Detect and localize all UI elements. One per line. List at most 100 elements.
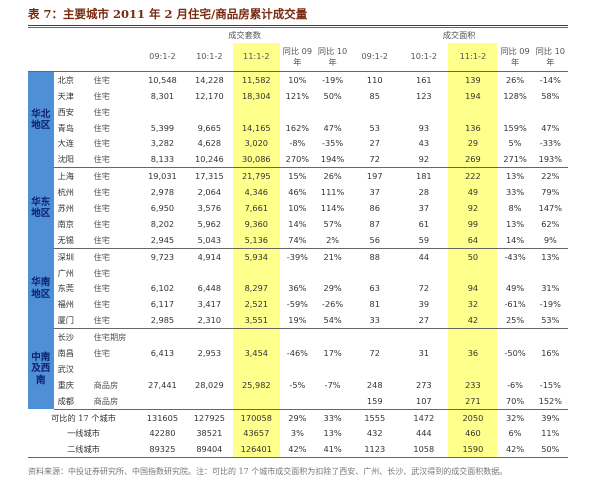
value-cell — [139, 104, 186, 120]
value-cell: 8,202 — [150, 218, 175, 229]
col-header: 09:1-2 — [138, 43, 186, 72]
value-cell: 14% — [288, 218, 307, 229]
value-cell: -15% — [539, 379, 561, 390]
value-cell: 5,399 — [150, 122, 175, 133]
title-divider — [28, 25, 568, 26]
property-type: 住宅 — [93, 138, 110, 149]
value-cell: 21% — [323, 251, 342, 262]
city-name: 广州 — [57, 267, 74, 278]
value-cell: -19% — [322, 74, 344, 85]
value-cell: 38521 — [196, 428, 223, 439]
value-cell: 27 — [399, 312, 449, 330]
value-cell: 2,310 — [185, 312, 233, 330]
value-cell: 233 — [448, 376, 498, 393]
value-cell: 194% — [314, 151, 351, 169]
value-cell: -26% — [322, 299, 344, 310]
value-cell: 89325 — [138, 441, 186, 459]
value-cell: 94 — [448, 280, 498, 297]
table-row: 华南地区 深圳 住宅 9,723 4,914 5,934 -39% 21% 88 44 50 -43%… — [28, 248, 568, 329]
value-cell: 37 — [369, 187, 380, 198]
summary-label: 可比的 17 个城市 — [51, 412, 116, 423]
value-cell — [497, 329, 532, 345]
value-cell: 126401 — [232, 441, 280, 459]
table-row: 天津 住宅 8,301 12,170 18,304 121% 50% 85 123 194 128%… — [28, 87, 568, 104]
value-cell — [315, 265, 350, 281]
value-cell: 9% — [532, 231, 568, 249]
value-cell — [186, 329, 233, 345]
table-row: 西安 住宅 — [28, 103, 568, 120]
value-cell: 22% — [541, 171, 560, 182]
value-cell — [533, 329, 568, 345]
table-row: 无锡 住宅 2,945 5,043 5,136 74% 2% 56 59 64 14% 9% — [28, 231, 568, 249]
table-row: 武汉 — [28, 361, 568, 377]
value-cell: -5% — [289, 379, 306, 390]
value-cell: -6% — [507, 379, 524, 390]
table-row: 杭州 住宅 2,978 2,064 4,346 46% 111% 37 28 49 33% 79% — [28, 184, 568, 201]
value-cell: 248 — [366, 379, 383, 390]
value-cell: 64 — [448, 231, 498, 249]
region-label: 华南地区 — [28, 248, 54, 329]
value-cell — [232, 392, 280, 410]
value-cell — [138, 392, 186, 410]
col-header: 同比 09 年 — [497, 43, 533, 72]
value-cell — [399, 329, 448, 345]
property-type: 住宅 — [85, 312, 139, 330]
value-cell: 27 — [369, 138, 380, 149]
value-cell — [280, 104, 315, 120]
value-cell: -50% — [504, 347, 526, 358]
property-type — [86, 361, 139, 377]
value-cell: 49 — [448, 184, 498, 201]
value-cell: -39% — [286, 251, 308, 262]
table-row: 成都 商品房 159 107 271 70% 152% — [28, 392, 568, 410]
value-cell: -61% — [504, 299, 526, 310]
value-cell — [533, 361, 568, 377]
value-cell: 6,448 — [197, 283, 222, 294]
value-cell — [350, 361, 399, 377]
value-cell: 89404 — [185, 441, 233, 459]
value-cell: 193% — [532, 151, 568, 169]
value-cell: 10,548 — [148, 74, 177, 85]
value-cell: 26% — [323, 171, 342, 182]
value-cell — [186, 265, 233, 281]
value-cell: 59 — [399, 231, 449, 249]
value-cell: 26% — [505, 74, 525, 85]
value-cell: -14% — [539, 74, 561, 85]
value-cell: 2,978 — [150, 187, 175, 198]
value-cell: 39% — [541, 412, 560, 423]
table-row: 大连 住宅 3,282 4,628 3,020 -8% -35% 27 43 29 5% -33% — [28, 135, 568, 152]
value-cell: 53 — [369, 122, 380, 133]
value-cell: 1590 — [448, 441, 498, 459]
value-cell: -33% — [539, 138, 561, 149]
value-cell: 14,228 — [195, 74, 224, 85]
value-cell: 19,031 — [148, 171, 177, 182]
value-cell: 42% — [497, 441, 533, 459]
value-cell: 99 — [448, 216, 498, 232]
value-cell: -46% — [286, 347, 308, 358]
value-cell — [448, 328, 498, 346]
value-cell: 58% — [541, 90, 560, 101]
value-cell: 11% — [541, 428, 560, 439]
value-cell: 37 — [418, 202, 430, 213]
value-cell — [232, 328, 280, 346]
value-cell: -59% — [286, 299, 308, 310]
value-cell: 4,914 — [197, 251, 222, 262]
value-cell — [315, 361, 350, 377]
city-name: 天津 — [57, 90, 74, 101]
city-name: 南昌 — [57, 347, 74, 358]
value-cell: 170058 — [232, 409, 280, 426]
value-cell — [399, 361, 448, 377]
value-cell: -8% — [289, 138, 306, 149]
value-cell: 3,020 — [232, 135, 280, 152]
city-name: 沈阳 — [53, 151, 86, 169]
property-type: 住宅 — [93, 74, 110, 85]
value-cell: 29% — [288, 412, 307, 423]
value-cell: 47% — [323, 122, 342, 133]
value-cell: 15% — [288, 171, 307, 182]
value-cell: 25,982 — [232, 376, 280, 393]
value-cell: 270% — [279, 151, 315, 169]
table-row: 青岛 住宅 5,399 9,665 14,165 162% 47% 53 93 136 159% 47… — [28, 119, 568, 136]
city-name: 长沙 — [57, 332, 74, 343]
value-cell: 2050 — [448, 409, 498, 426]
table-row: 厦门 住宅 2,985 2,310 3,551 19% 54% 33 27 42 25% 53% — [28, 312, 568, 330]
value-cell: 460 — [448, 425, 498, 442]
